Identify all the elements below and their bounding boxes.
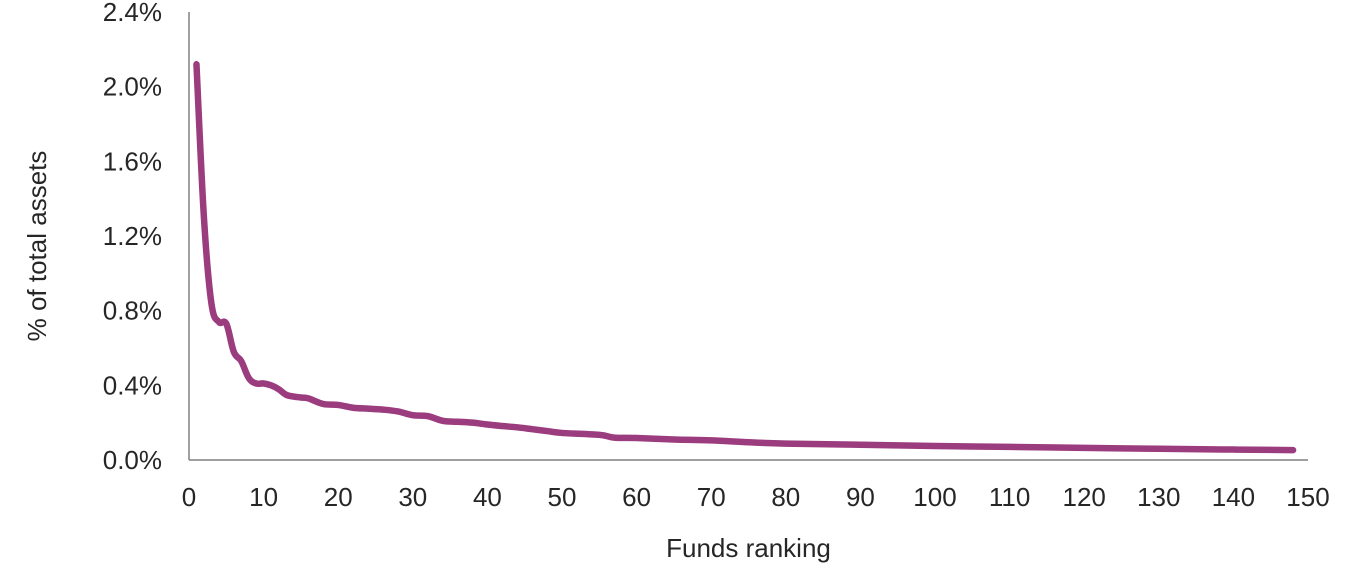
series-line — [193, 61, 1297, 454]
x-tick-label: 0 — [182, 482, 196, 512]
y-tick-label: 1.6% — [103, 146, 162, 176]
x-axis-title: Funds ranking — [666, 533, 831, 563]
x-tick-label: 20 — [324, 482, 353, 512]
y-tick-label: 0.4% — [103, 370, 162, 400]
y-axis-title: % of total assets — [22, 151, 52, 342]
y-tick-label: 0.8% — [103, 296, 162, 326]
x-tick-label: 30 — [398, 482, 427, 512]
x-tick-label: 10 — [249, 482, 278, 512]
x-tick-label: 110 — [989, 482, 1030, 512]
y-tick-label: 1.2% — [103, 221, 162, 251]
x-tick-label: 80 — [771, 482, 800, 512]
x-tick-label: 120 — [1063, 482, 1106, 512]
y-tick-label: 0.0% — [103, 445, 162, 475]
x-tick-label: 40 — [473, 482, 502, 512]
x-axis-ticks: 0 10 20 30 40 50 60 70 80 90 100 110 120 130 140 150 — [182, 482, 1330, 512]
x-tick-label: 130 — [1137, 482, 1180, 512]
y-tick-label: 2.4% — [103, 0, 162, 27]
series-layer — [193, 61, 1297, 454]
x-tick-label: 100 — [913, 482, 956, 512]
x-tick-label: 60 — [622, 482, 651, 512]
y-axis-ticks: 0.0% 0.4% 0.8% 1.2% 1.6% 2.0% 2.4% — [103, 0, 162, 475]
x-tick-label: 90 — [846, 482, 875, 512]
x-tick-label: 140 — [1212, 482, 1255, 512]
x-tick-label: 70 — [697, 482, 726, 512]
x-tick-label: 150 — [1286, 482, 1329, 512]
x-tick-label: 50 — [548, 482, 577, 512]
y-tick-label: 2.0% — [103, 72, 162, 102]
